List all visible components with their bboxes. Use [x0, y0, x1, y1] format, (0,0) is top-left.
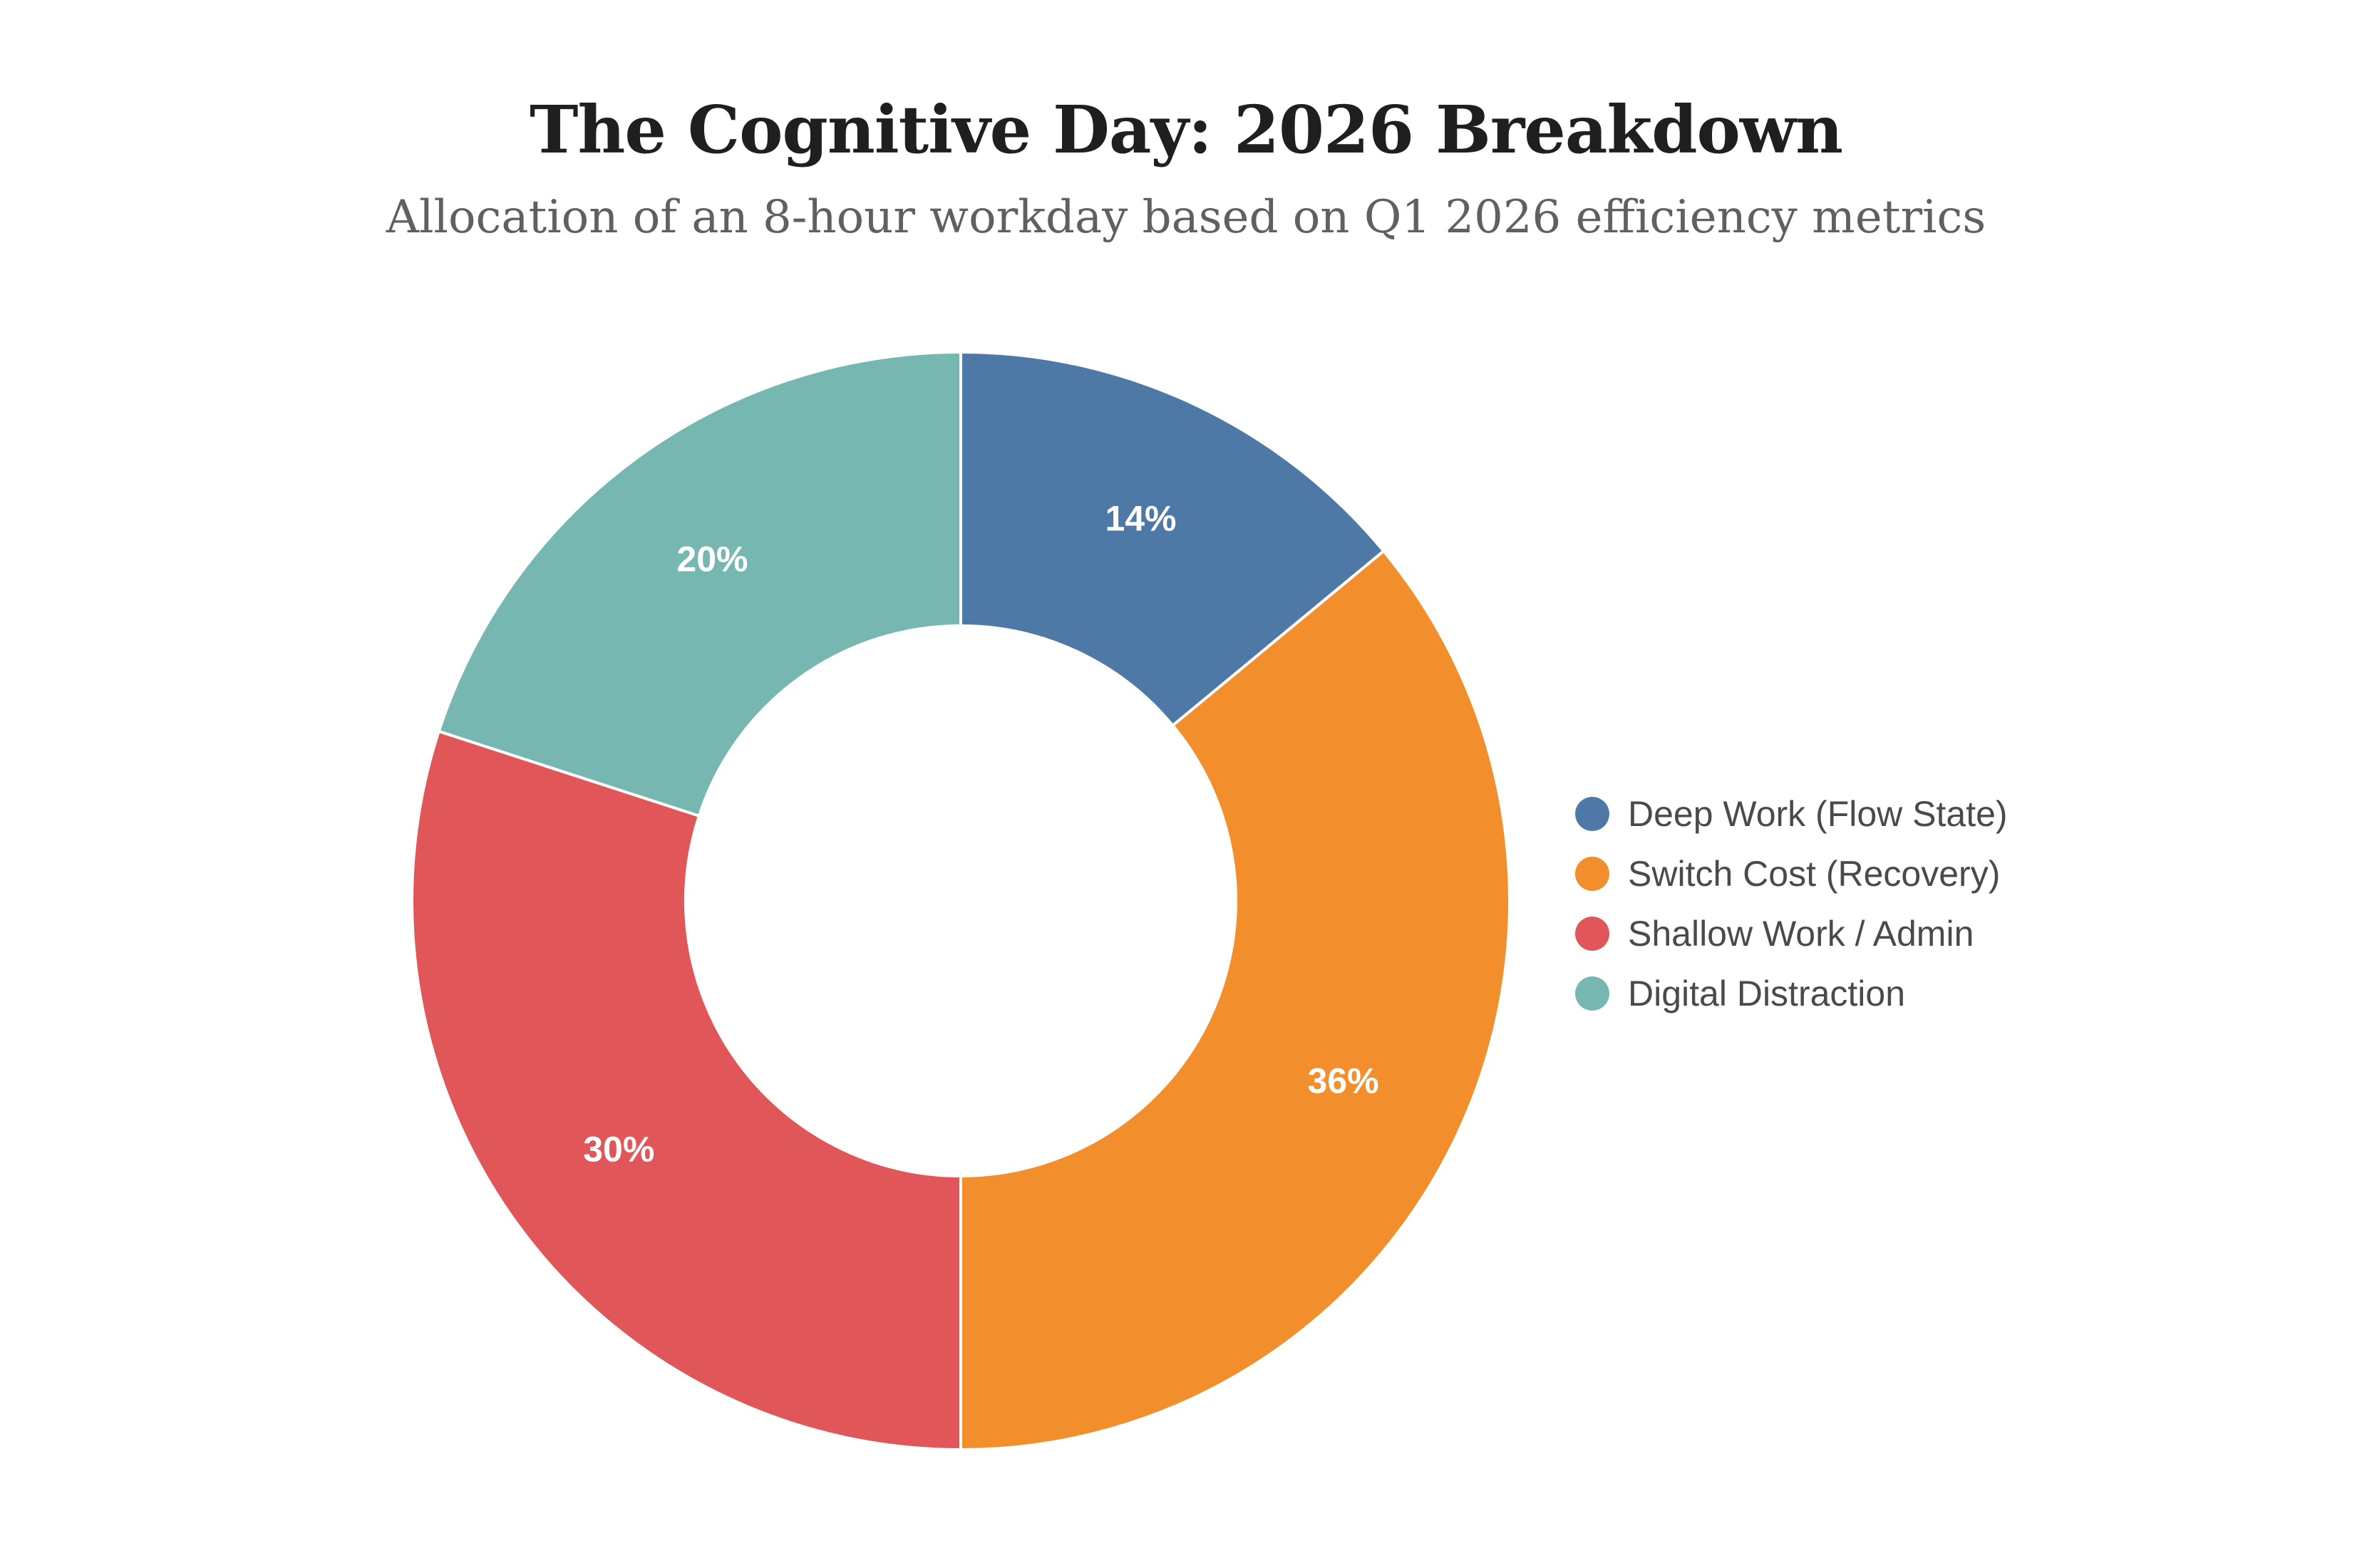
slice-label-3: 30% [583, 1130, 654, 1170]
chart-subtitle: Allocation of an 8-hour workday based on… [386, 191, 1986, 244]
legend-label: Deep Work (Flow State) [1628, 794, 2008, 834]
legend-swatch [1575, 976, 1609, 1011]
donut-slice-2[interactable] [959, 549, 1511, 1452]
chart-legend: Deep Work (Flow State) Switch Cost (Reco… [1575, 784, 2008, 1023]
donut-slices [411, 350, 1511, 1452]
legend-label: Switch Cost (Recovery) [1628, 854, 2001, 894]
legend-swatch [1575, 857, 1609, 891]
legend-item-deep-work[interactable]: Deep Work (Flow State) [1575, 784, 2008, 844]
donut-slice-3[interactable] [411, 729, 962, 1452]
legend-item-shallow-work[interactable]: Shallow Work / Admin [1575, 904, 2008, 964]
slice-label-4: 20% [676, 539, 748, 579]
legend-label: Shallow Work / Admin [1628, 914, 1974, 954]
donut-slice-4[interactable] [437, 350, 962, 818]
legend-swatch [1575, 797, 1609, 831]
slice-label-1: 14% [1105, 498, 1176, 538]
donut-slice-1[interactable] [959, 350, 1386, 728]
slice-label-2: 36% [1308, 1061, 1379, 1100]
slice-labels: 14% 36% 30% 20% [583, 498, 1378, 1169]
legend-label: Digital Distraction [1628, 974, 1906, 1013]
legend-item-digital-distraction[interactable]: Digital Distraction [1575, 964, 2008, 1023]
legend-swatch [1575, 917, 1609, 951]
chart-title: The Cognitive Day: 2026 Breakdown [530, 91, 1843, 168]
legend-item-switch-cost[interactable]: Switch Cost (Recovery) [1575, 844, 2008, 904]
